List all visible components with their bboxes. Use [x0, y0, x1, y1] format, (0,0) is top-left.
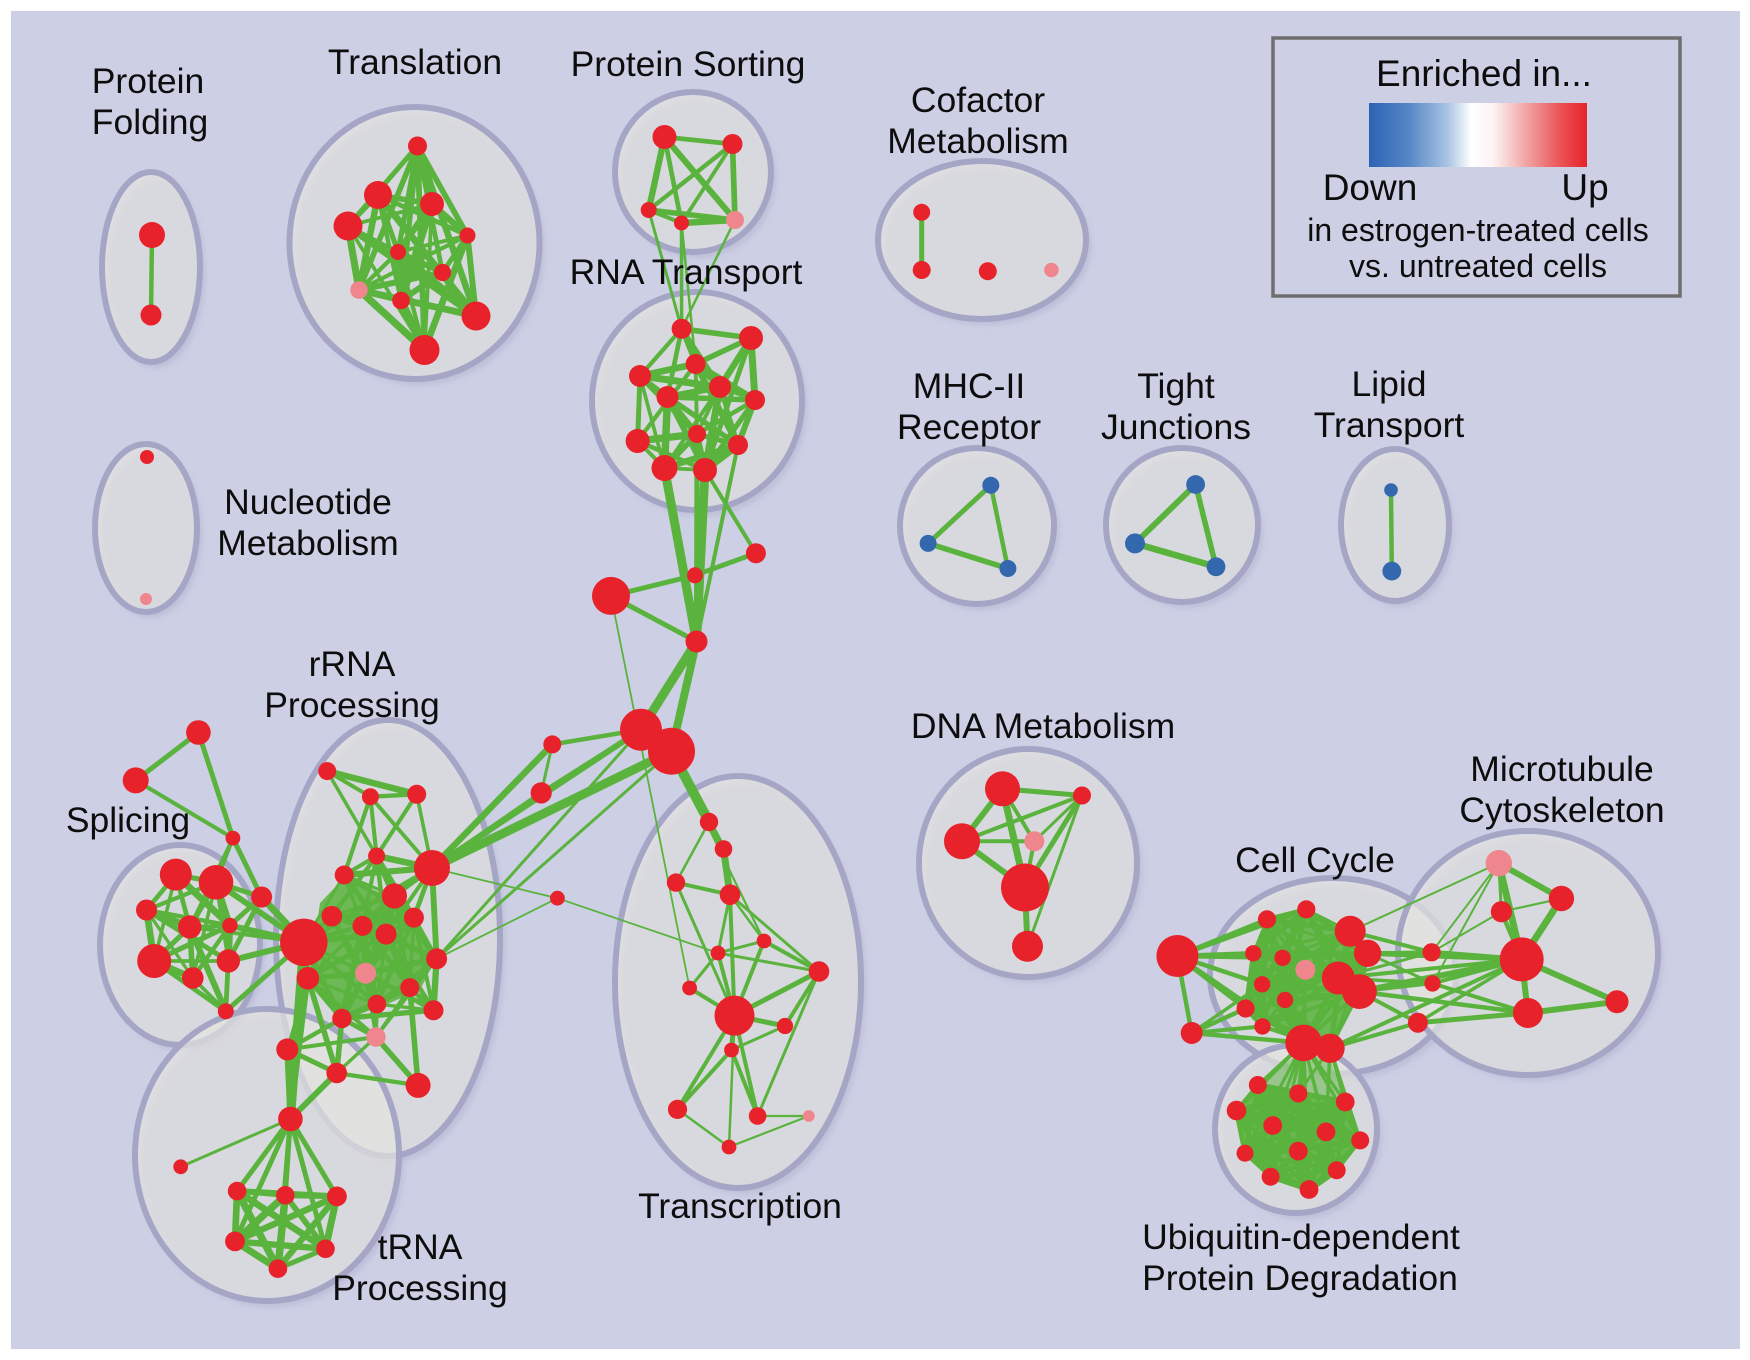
svg-text:Receptor: Receptor	[897, 407, 1041, 447]
svg-text:Up: Up	[1561, 167, 1608, 208]
svg-text:Cofactor: Cofactor	[911, 80, 1045, 120]
svg-text:DNA Metabolism: DNA Metabolism	[911, 706, 1175, 746]
svg-text:tRNA: tRNA	[378, 1227, 463, 1267]
svg-text:Ubiquitin-dependent: Ubiquitin-dependent	[1142, 1217, 1460, 1257]
svg-text:Translation: Translation	[328, 42, 502, 82]
svg-text:Nucleotide: Nucleotide	[224, 482, 392, 522]
svg-text:in estrogen-treated cells: in estrogen-treated cells	[1307, 212, 1649, 248]
svg-text:Transport: Transport	[1314, 405, 1465, 445]
svg-text:Transcription: Transcription	[638, 1186, 842, 1226]
svg-text:Processing: Processing	[264, 685, 440, 725]
svg-text:rRNA: rRNA	[309, 644, 396, 684]
svg-text:Microtubule: Microtubule	[1470, 749, 1654, 789]
svg-text:MHC-II: MHC-II	[913, 366, 1025, 406]
svg-text:Cytoskeleton: Cytoskeleton	[1459, 790, 1664, 830]
svg-text:Enriched in...: Enriched in...	[1376, 53, 1592, 94]
svg-text:Splicing: Splicing	[66, 800, 190, 840]
svg-text:Cell Cycle: Cell Cycle	[1235, 840, 1395, 880]
svg-text:Metabolism: Metabolism	[887, 121, 1069, 161]
svg-text:Tight: Tight	[1137, 366, 1215, 406]
svg-text:Processing: Processing	[332, 1268, 508, 1308]
svg-text:Protein Sorting: Protein Sorting	[571, 44, 806, 84]
svg-text:vs. untreated cells: vs. untreated cells	[1349, 248, 1607, 284]
svg-text:Junctions: Junctions	[1101, 407, 1251, 447]
svg-text:Metabolism: Metabolism	[217, 523, 399, 563]
svg-text:Folding: Folding	[92, 102, 208, 142]
svg-text:Lipid: Lipid	[1351, 364, 1426, 404]
svg-text:Down: Down	[1323, 167, 1418, 208]
svg-text:RNA Transport: RNA Transport	[570, 252, 803, 292]
svg-text:Protein: Protein	[92, 61, 204, 101]
svg-text:Protein Degradation: Protein Degradation	[1142, 1258, 1458, 1298]
